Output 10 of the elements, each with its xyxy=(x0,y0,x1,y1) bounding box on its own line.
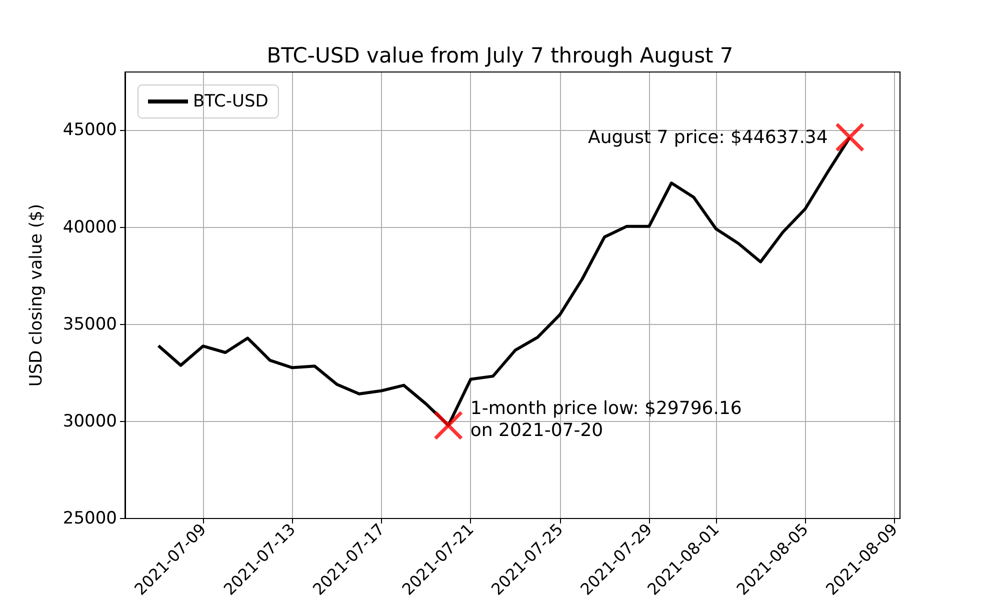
y-tick-label: 40000 xyxy=(62,217,117,238)
y-axis-title: USD closing value ($) xyxy=(26,204,46,387)
chart-title: BTC-USD value from July 7 through August 7 xyxy=(266,44,734,68)
y-tick-label: 35000 xyxy=(62,314,117,334)
annotation: 1-month price low: $29796.16 on 2021-07-20 xyxy=(470,398,742,441)
y-tick-label: 30000 xyxy=(62,411,117,432)
annotation: August 7 price: $44637.34 xyxy=(588,126,828,148)
y-tick-label: 25000 xyxy=(62,508,117,528)
y-tick-label: 45000 xyxy=(62,120,117,140)
legend-label: BTC-USD xyxy=(193,92,268,112)
